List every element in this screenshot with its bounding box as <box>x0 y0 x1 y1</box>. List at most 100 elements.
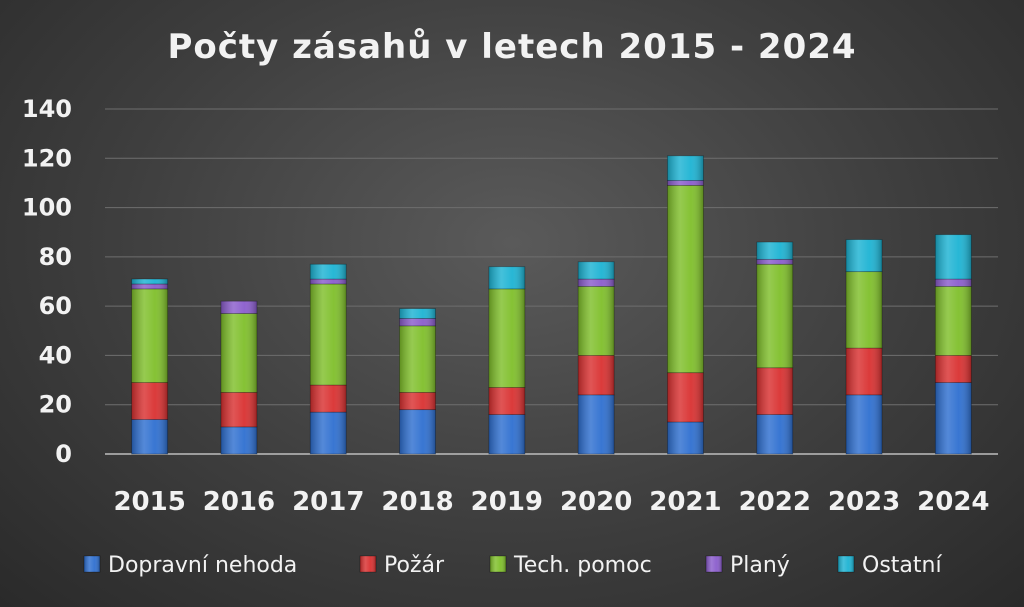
x-tick-label: 2020 <box>560 487 632 517</box>
bar-segment <box>488 387 526 415</box>
bar-segment <box>756 241 794 260</box>
bar-segment <box>220 313 258 393</box>
bar-shade <box>846 239 883 272</box>
bar-shade <box>399 325 436 393</box>
x-tick-label: 2019 <box>471 487 543 517</box>
x-tick-label: 2017 <box>292 487 364 517</box>
bar-shade <box>310 264 347 280</box>
bar-shade <box>846 394 883 454</box>
legend-item: Ostatní <box>837 553 942 578</box>
legend-label: Tech. pomoc <box>513 553 652 578</box>
bar-shade <box>756 264 793 368</box>
bar-shade <box>935 279 972 287</box>
bar-segment <box>577 278 615 287</box>
bar-shade <box>220 301 257 314</box>
bar-shade <box>935 286 972 356</box>
bar-segment <box>399 325 436 393</box>
x-tick-label: 2023 <box>828 487 900 517</box>
bar-segment <box>845 271 883 349</box>
y-tick-label: 0 <box>55 440 72 468</box>
bar-shade <box>131 382 168 420</box>
bar-segment <box>756 263 794 369</box>
bar-shade <box>846 271 883 349</box>
legend-swatch-shade <box>360 556 376 572</box>
legend-label: Dopravní nehoda <box>108 553 297 578</box>
bar-shade <box>667 185 704 373</box>
bar-shade <box>220 313 257 393</box>
bar-segment <box>131 382 169 420</box>
bar-shade <box>578 394 615 454</box>
bar-segment <box>131 419 169 455</box>
bar-shade <box>488 266 525 289</box>
bar-segment <box>934 286 972 356</box>
bar-shade <box>578 261 615 280</box>
bar-shade <box>131 288 168 383</box>
x-tick-label: 2022 <box>739 487 811 517</box>
bar-segment <box>934 355 972 383</box>
bar-segment <box>845 347 883 396</box>
x-tick-label: 2018 <box>381 487 453 517</box>
bar-shade <box>667 155 704 181</box>
bar-segment <box>667 180 704 186</box>
legend-swatch-shade <box>490 556 506 572</box>
legend-label: Ostatní <box>862 553 942 578</box>
y-tick-label: 20 <box>39 391 72 419</box>
bar-segment <box>309 263 347 280</box>
bar-segment <box>488 414 526 455</box>
legend-item: Dopravní nehoda <box>83 553 297 578</box>
bar-segment <box>399 308 436 319</box>
legend-item: Tech. pomoc <box>489 553 652 578</box>
y-tick-label: 80 <box>39 243 72 271</box>
bars <box>131 155 972 455</box>
bar-segment <box>220 426 258 455</box>
y-tick-label: 60 <box>39 292 72 320</box>
y-tick-label: 120 <box>22 144 72 172</box>
bar-shade <box>310 412 347 454</box>
y-tick-label: 140 <box>22 95 72 123</box>
legend-swatch-shade <box>838 556 854 572</box>
chart-title: Počty zásahů v letech 2015 - 2024 <box>167 27 856 67</box>
bar-shade <box>667 372 704 422</box>
bar-segment <box>399 391 436 411</box>
legend-label: Planý <box>730 553 790 578</box>
bar-shade <box>488 288 525 388</box>
bar-shade <box>846 348 883 395</box>
bar-segment <box>934 382 972 455</box>
bar-segment <box>667 372 704 423</box>
bar-shade <box>756 242 793 260</box>
x-tick-label: 2015 <box>113 487 185 517</box>
bar-segment <box>667 421 704 455</box>
bar-segment <box>667 155 704 181</box>
bar-segment <box>131 283 169 290</box>
x-tick-label: 2021 <box>649 487 721 517</box>
bar-shade <box>578 286 615 356</box>
legend-item: Planý <box>705 553 790 578</box>
bar-segment <box>309 283 347 386</box>
bar-shade <box>667 421 704 454</box>
bar-shade <box>488 387 525 415</box>
legend-swatch-shade <box>706 556 722 572</box>
x-tick-label: 2016 <box>203 487 275 517</box>
bar-segment <box>934 234 972 280</box>
bar-shade <box>488 414 525 454</box>
bar-shade <box>756 259 793 265</box>
bar-segment <box>756 414 794 455</box>
bar-segment <box>399 409 436 455</box>
bar-segment <box>309 411 347 455</box>
bar-segment <box>756 367 794 415</box>
bar-shade <box>578 355 615 395</box>
bar-shade <box>935 234 972 280</box>
bar-segment <box>399 318 436 327</box>
legend-label: Požár <box>384 553 445 578</box>
bar-segment <box>220 300 258 314</box>
legend-swatch-shade <box>84 556 100 572</box>
bar-shade <box>399 409 436 454</box>
bar-segment <box>577 261 615 280</box>
bar-shade <box>310 385 347 413</box>
bar-shade <box>310 279 347 284</box>
bar-shade <box>220 392 257 427</box>
bar-shade <box>131 283 168 289</box>
bar-shade <box>399 392 436 410</box>
